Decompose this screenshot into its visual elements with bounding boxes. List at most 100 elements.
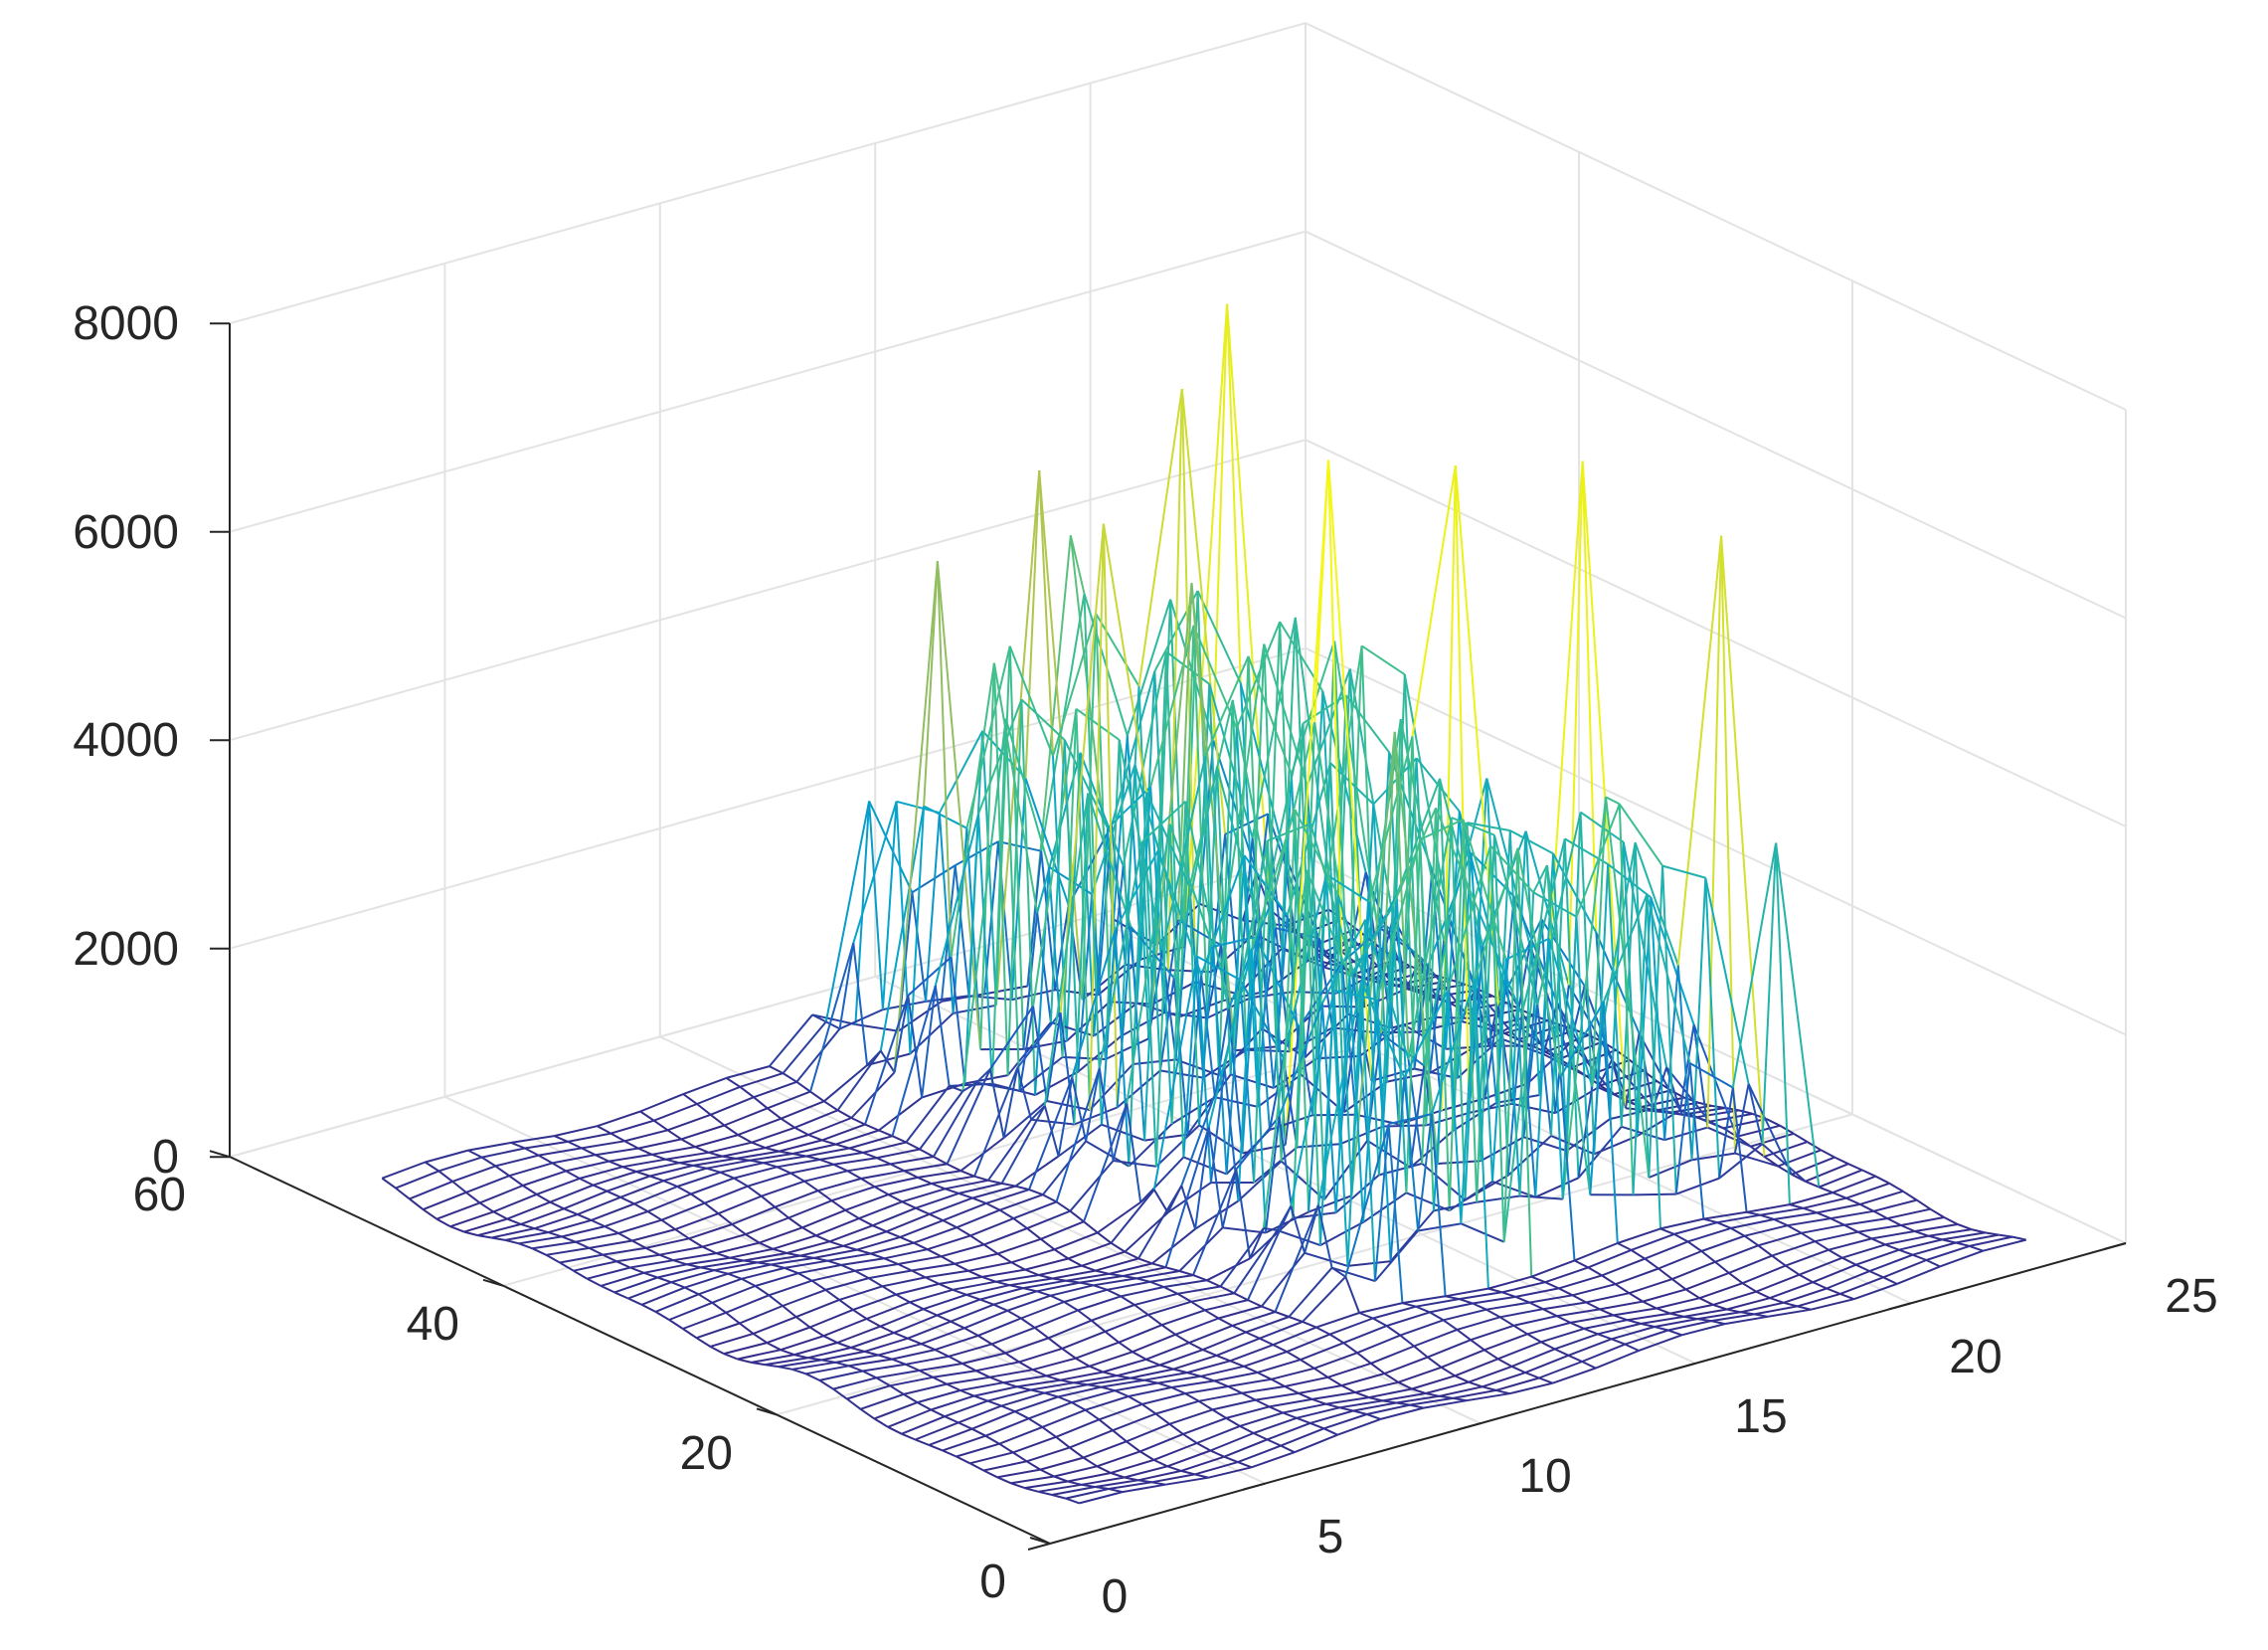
mesh-edge	[1103, 1358, 1146, 1374]
mesh-edge	[1415, 1298, 1460, 1308]
mesh-edge	[1882, 1276, 1898, 1285]
mesh-edge	[1020, 1301, 1065, 1320]
mesh-edge	[866, 1301, 911, 1320]
mesh-edge	[862, 1151, 878, 1160]
mesh-edge	[791, 1361, 836, 1371]
mesh-edge	[1219, 1227, 1265, 1288]
mesh-edge	[695, 1337, 711, 1348]
mesh-edge	[436, 1201, 480, 1220]
mesh-edge	[905, 1085, 951, 1144]
mesh-edge	[1067, 1241, 1112, 1260]
mesh-edge	[1826, 1270, 1870, 1290]
mesh-edge	[1223, 1455, 1239, 1464]
mesh-edge	[1674, 1062, 1691, 1194]
mesh-edge	[1273, 1326, 1317, 1347]
mesh-edge	[451, 1165, 496, 1183]
mesh-edge	[961, 718, 1007, 1092]
mesh-edge	[696, 1103, 712, 1116]
mesh-edge	[665, 1151, 709, 1161]
mesh-edge	[1454, 1358, 1498, 1377]
mesh-edge	[1787, 1217, 1832, 1227]
mesh-edge	[1912, 1241, 1957, 1256]
mesh-edge	[1559, 1076, 1576, 1261]
mesh-edge	[986, 1399, 1002, 1407]
mesh-edge	[988, 1068, 1005, 1139]
mesh-edge	[1028, 1076, 1074, 1191]
mesh-edge	[1536, 1005, 1552, 1137]
mesh-edge	[563, 1207, 579, 1216]
mesh-edge	[680, 1138, 696, 1148]
mesh-edge	[1313, 1352, 1358, 1370]
mesh-edge	[613, 1291, 629, 1300]
mesh-edge	[1519, 1194, 1563, 1200]
mesh-edge	[1819, 1186, 1833, 1194]
mesh-edge	[1102, 523, 1148, 793]
mesh-edge	[1014, 1395, 1059, 1413]
mesh-edge	[819, 1158, 834, 1166]
mesh-edge	[1671, 1260, 1716, 1281]
mesh-edge	[741, 1266, 785, 1280]
mesh-edge	[905, 1355, 950, 1366]
mesh-edge	[984, 985, 1028, 996]
mesh-edge	[716, 1241, 760, 1255]
mesh-edge	[745, 1233, 761, 1244]
mesh-edge	[1110, 1472, 1126, 1479]
mesh-edge	[952, 1288, 967, 1296]
mesh-edge	[1304, 1251, 1348, 1267]
mesh-edge	[690, 1177, 735, 1195]
mesh-edge	[559, 1253, 604, 1264]
mesh-edge	[437, 1170, 453, 1183]
mesh-edge	[960, 1170, 975, 1178]
mesh-edge	[1083, 1440, 1128, 1459]
mesh-edge	[898, 1255, 942, 1265]
mesh-edge	[850, 1071, 896, 1119]
mesh-edge	[1797, 1292, 1841, 1308]
mesh-edge	[538, 1147, 583, 1157]
mesh-edge	[1912, 1253, 1927, 1261]
mesh-edge	[1698, 1282, 1743, 1300]
y-tick-label: 60	[133, 1169, 186, 1221]
mesh-edge	[602, 1253, 617, 1263]
mesh-edge	[766, 1342, 782, 1352]
mesh-edge	[850, 1332, 895, 1349]
mesh-edge	[1053, 1248, 1069, 1260]
mesh-edge	[1047, 866, 1064, 1057]
mesh-edge	[1047, 1337, 1063, 1350]
mesh-edge	[983, 1243, 999, 1255]
mesh-edge	[1186, 1360, 1231, 1375]
mesh-edge	[1413, 1345, 1429, 1359]
mesh-edge	[1071, 1401, 1087, 1411]
mesh-edge	[532, 1247, 547, 1256]
mesh-edge	[1435, 808, 1481, 912]
mesh-edge	[1255, 1391, 1300, 1401]
mesh-edge	[629, 1266, 644, 1274]
mesh-edge	[1417, 1113, 1433, 1231]
mesh-edge	[1105, 1313, 1149, 1333]
mesh-edge	[1775, 842, 1821, 1188]
mesh-edge	[1135, 1270, 1180, 1280]
mesh-edge	[1245, 1316, 1290, 1334]
mesh-edge	[1611, 1326, 1656, 1341]
tick-mark	[2103, 1242, 2127, 1250]
mesh-edge	[1212, 303, 1229, 741]
mesh-edge	[477, 1222, 522, 1237]
mesh-edge	[977, 699, 1023, 815]
mesh-edge	[1418, 1019, 1463, 1033]
mesh-edge	[879, 1050, 896, 1073]
mesh-edge	[1141, 1403, 1156, 1415]
mesh-edge	[835, 1143, 850, 1150]
mesh-edge	[1542, 1301, 1587, 1311]
mesh-edge	[1292, 869, 1308, 1218]
mesh-edge	[797, 1272, 813, 1282]
mesh-edge	[1214, 1372, 1258, 1382]
mesh-edge	[1815, 1230, 1858, 1243]
mesh-edge	[795, 1080, 811, 1093]
mesh-edge	[989, 1369, 1033, 1378]
mesh-edge	[1661, 864, 1706, 879]
mesh-edge	[1499, 1308, 1544, 1319]
grid-line	[1305, 646, 2127, 1036]
mesh-edge	[1192, 625, 1209, 1018]
mesh-edge	[1024, 1268, 1040, 1276]
mesh-edge	[1624, 1343, 1640, 1352]
mesh-edge	[633, 1186, 678, 1205]
